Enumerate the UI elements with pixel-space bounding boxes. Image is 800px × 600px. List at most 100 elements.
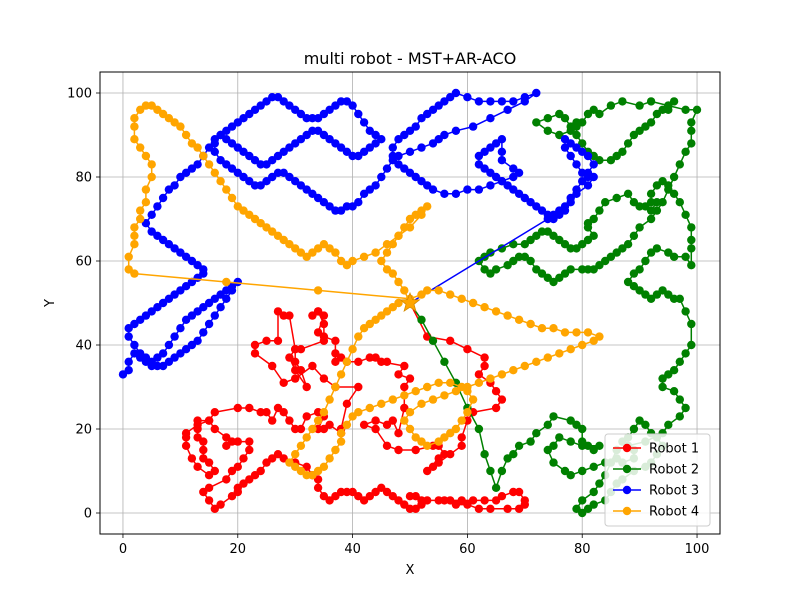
plot-frame [99, 71, 721, 535]
series-2-point-186 [606, 101, 616, 110]
series-2-point-120 [612, 193, 621, 203]
x-tick-label-1: 20 [230, 542, 247, 557]
series-2-point-185 [618, 97, 627, 106]
series-2-point-159 [578, 265, 587, 274]
series-1-point-94 [245, 403, 254, 413]
series-3-point-134 [256, 101, 265, 110]
series-3-point-87 [451, 126, 461, 135]
series-3-point-46 [497, 156, 507, 165]
series-1-point-106 [204, 471, 214, 480]
series-layer [118, 88, 702, 518]
series-4-point-114 [411, 433, 420, 442]
y-tick-label-2: 40 [75, 339, 92, 354]
series-2-point-197 [543, 126, 552, 135]
series-2-point-162 [595, 261, 604, 270]
series-1-point-36 [400, 361, 409, 371]
series-3-point-261 [118, 370, 128, 379]
series-4-point-109 [428, 395, 438, 404]
series-2-point-144 [480, 265, 489, 274]
series-1-point-30 [388, 416, 397, 425]
series-3-point-61 [400, 164, 409, 173]
series-2-point-218 [664, 105, 673, 115]
series-3-point-102 [342, 202, 352, 211]
series-1-point-91 [268, 416, 277, 425]
series-4-point-131 [388, 395, 397, 404]
legend-swatch-marker-1 [622, 443, 632, 453]
series-2-point-217 [669, 97, 679, 106]
y-tick-label-1: 20 [75, 423, 92, 438]
series-1-point-92 [262, 408, 271, 417]
series-2-point-167 [623, 240, 633, 249]
series-3-point-21 [583, 181, 593, 190]
series-1-point-2 [446, 336, 455, 345]
series-4-point-88 [526, 319, 535, 329]
series-4-point-146 [291, 462, 300, 471]
series-2-point-148 [509, 256, 518, 266]
series-2-point-88 [652, 290, 662, 299]
series-2-point-105 [687, 223, 696, 232]
series-3-point-16 [566, 151, 575, 161]
series-3-point-23 [566, 198, 575, 207]
series-1-point-154 [365, 492, 374, 501]
series-3-point-82 [532, 88, 541, 98]
series-4-point-80 [434, 286, 443, 295]
series-2-point-83 [681, 307, 690, 316]
series-4-point-35 [262, 223, 271, 232]
series-3-point-106 [319, 198, 329, 207]
series-2-point-108 [669, 189, 679, 198]
series-3-point-56 [428, 185, 438, 194]
series-3-point-211 [176, 286, 185, 295]
series-1-point-40 [365, 353, 374, 362]
series-1-point-85 [302, 412, 311, 421]
series-1-point-177 [503, 504, 512, 513]
series-3-point-73 [440, 97, 449, 106]
series-1-point-62 [291, 345, 300, 354]
series-2-point-175 [675, 160, 684, 169]
series-3-point-158 [359, 147, 369, 156]
series-3-point-185 [204, 143, 214, 152]
series-3-point-257 [136, 353, 145, 362]
series-3-point-14 [560, 135, 570, 144]
series-3-point-222 [130, 340, 139, 350]
series-3-point-76 [463, 93, 472, 102]
series-3-point-95 [382, 164, 392, 173]
series-1-point-112 [193, 420, 202, 429]
series-4-point-33 [273, 231, 283, 240]
series-1-point-15 [446, 450, 455, 459]
legend-label-2: Robot 2 [649, 463, 699, 478]
legend-swatch-marker-4 [622, 506, 632, 516]
series-3-point-193 [158, 193, 168, 203]
series-3-point-80 [509, 97, 518, 106]
series-2-point-32 [566, 471, 575, 480]
series-3-point-30 [526, 198, 535, 207]
series-2-point-25 [578, 441, 587, 450]
series-2-point-16 [543, 420, 552, 429]
series-4-point-82 [457, 294, 466, 303]
series-1-point-88 [285, 416, 294, 425]
series-2-point-50 [589, 500, 598, 509]
series-3-point-18 [578, 168, 587, 177]
series-3-point-192 [164, 185, 174, 194]
series-2-point-1 [417, 315, 426, 324]
series-3-point-240 [233, 277, 242, 287]
series-4-point-13 [423, 202, 432, 211]
series-3-point-39 [474, 160, 484, 169]
series-3-point-216 [147, 307, 156, 316]
series-2-point-101 [681, 252, 690, 261]
series-2-point-33 [578, 466, 587, 476]
series-1-point-157 [382, 487, 392, 497]
legend-label-1: Robot 1 [649, 442, 699, 457]
series-4-point-14 [417, 210, 426, 219]
series-2-point-196 [532, 118, 541, 127]
series-3-point-17 [572, 160, 581, 169]
series-2-point-75 [658, 382, 667, 392]
series-4-point-74 [130, 269, 139, 278]
series-4-point-107 [451, 387, 461, 396]
series-2-point-151 [526, 256, 535, 266]
series-3-point-248 [187, 340, 197, 350]
series-3-point-136 [268, 93, 277, 102]
series-2-point-15 [532, 429, 541, 438]
series-3-point-43 [491, 139, 501, 148]
series-2-point-6 [474, 424, 484, 434]
series-2-point-106 [681, 210, 690, 219]
